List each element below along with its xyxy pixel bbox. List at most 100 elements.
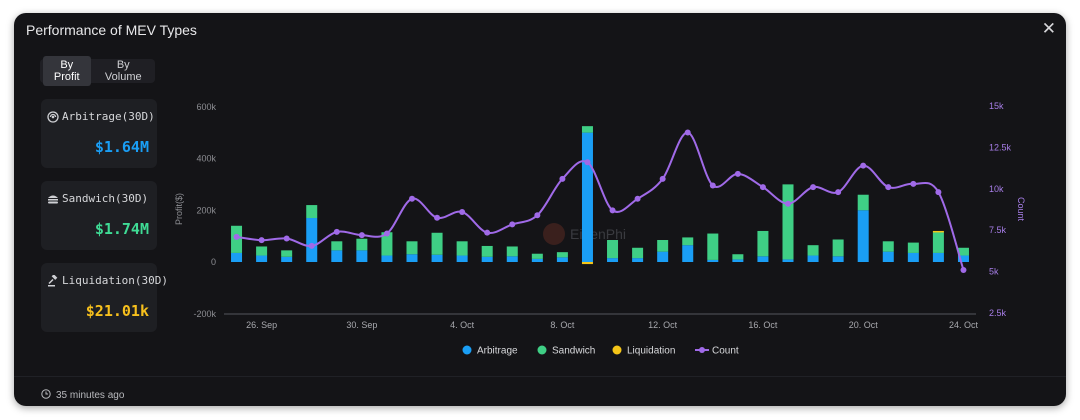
count-point — [258, 237, 265, 244]
legend-sandwich-swatch — [537, 345, 547, 355]
watermark-text: EigenPhi — [570, 226, 626, 242]
bar-sandwich — [882, 241, 894, 252]
bar-arbitrage — [782, 259, 794, 262]
metric-toggle: By Profit By Volume — [40, 56, 155, 86]
legend-label-liquidation: Liquidation — [627, 346, 675, 357]
x-tick-label: 30. Sep — [346, 320, 377, 330]
card-title: Performance of MEV Types — [26, 22, 197, 38]
bar-arbitrage — [281, 256, 293, 262]
y-right-tick-label: 7.5k — [989, 225, 1007, 235]
count-point — [559, 175, 566, 182]
stat-label: Sandwich(30D) — [62, 192, 149, 205]
count-point — [584, 159, 591, 166]
bar-arbitrage — [682, 245, 694, 262]
count-point — [358, 232, 365, 239]
stat-value-liquidation: $21.01k — [85, 302, 149, 320]
bar-sandwich — [782, 184, 794, 260]
mev-performance-card: Performance of MEV Types ✕ By Profit By … — [14, 13, 1066, 406]
last-updated: 35 minutes ago — [56, 390, 125, 401]
bar-sandwich — [281, 250, 293, 257]
legend-liquidation-swatch — [612, 345, 622, 355]
bar-sandwich — [331, 241, 343, 251]
count-point — [935, 189, 942, 196]
bar-sandwich — [256, 246, 268, 256]
x-tick-label: 12. Oct — [648, 320, 678, 330]
count-point — [534, 212, 541, 219]
bar-arbitrage — [832, 256, 844, 262]
x-tick-label: 16. Oct — [748, 320, 778, 330]
legend-count-dot — [699, 347, 705, 353]
bar-sandwich — [556, 252, 568, 258]
tab-by-volume[interactable]: By Volume — [95, 56, 152, 86]
count-point — [885, 184, 892, 191]
count-point — [609, 207, 616, 214]
legend-label-count: Count — [712, 346, 739, 357]
count-point — [484, 229, 491, 236]
count-point — [283, 235, 290, 242]
bar-arbitrage — [531, 258, 543, 262]
legend-label-arbitrage: Arbitrage — [477, 346, 518, 357]
y-right-tick-label: 15k — [989, 101, 1004, 111]
stat-value-arbitrage: $1.64M — [94, 138, 149, 156]
chart-legend: Arbitrage Sandwich Liquidation Count — [462, 345, 739, 357]
mev-chart: EigenPhi -200k 0 200k 400k 600k Profit($) 2.5k 5… — [174, 101, 1026, 357]
count-point — [659, 175, 666, 182]
y-right-tick-label: 2.5k — [989, 308, 1007, 318]
stat-card-arbitrage: Arbitrage(30D) $1.64M — [41, 99, 157, 168]
count-point — [835, 189, 842, 196]
bar-arbitrage — [707, 259, 719, 262]
count-point — [634, 195, 641, 202]
bar-sandwich — [381, 232, 393, 256]
bar-arbitrage — [607, 258, 619, 262]
bar-sandwich — [531, 253, 543, 259]
y-left-axis-title: Profit($) — [174, 193, 184, 225]
count-point — [509, 221, 516, 228]
stat-value-sandwich: $1.74M — [94, 220, 149, 238]
count-point — [810, 184, 817, 191]
bar-arbitrage — [732, 259, 744, 262]
bar-sandwich — [907, 242, 919, 253]
bar-sandwich — [632, 247, 644, 259]
count-point — [233, 233, 240, 240]
count-point — [308, 242, 315, 249]
bar-arbitrage — [932, 252, 944, 262]
count-point — [960, 266, 967, 273]
count-point — [709, 182, 716, 189]
bar-sandwich — [957, 247, 969, 256]
count-point — [383, 230, 390, 237]
stat-card-liquidation: Liquidation(30D) $21.01k — [41, 263, 168, 332]
tab-by-profit[interactable]: By Profit — [43, 56, 91, 86]
close-icon[interactable]: ✕ — [1041, 19, 1056, 38]
y-left-tick-label: -200k — [193, 309, 216, 319]
count-point — [734, 170, 741, 177]
watermark-logo-icon — [543, 223, 565, 245]
count-point — [785, 200, 791, 207]
x-tick-label: 24. Oct — [949, 320, 979, 330]
x-tick-label: 20. Oct — [849, 320, 879, 330]
bar-liquidation — [932, 230, 944, 233]
y-left-tick-label: 0 — [211, 257, 216, 267]
bar-arbitrage — [807, 255, 819, 262]
bar-arbitrage — [356, 250, 368, 262]
bar-arbitrage — [957, 255, 969, 262]
count-point — [910, 180, 917, 187]
bar-sandwich — [456, 241, 468, 256]
bar-arbitrage — [406, 254, 418, 262]
bar-arbitrage — [857, 210, 869, 262]
y-left-tick-label: 600k — [196, 102, 216, 112]
bar-sandwich — [657, 240, 669, 252]
bar-arbitrage — [506, 256, 518, 262]
x-tick-label: 8. Oct — [550, 320, 575, 330]
bar-sandwich — [481, 245, 493, 257]
bar-arbitrage — [231, 252, 243, 262]
bar-sandwich — [356, 238, 368, 251]
bar-sandwich — [932, 232, 944, 253]
y-left-tick-label: 200k — [196, 205, 216, 215]
bar-sandwich — [682, 237, 694, 246]
bar-arbitrage — [757, 256, 769, 262]
bar-arbitrage — [581, 132, 593, 262]
count-point — [860, 162, 867, 169]
y-right-axis-title: Count — [1016, 197, 1026, 222]
bar-arbitrage — [331, 250, 343, 262]
y-right-tick-label: 5k — [989, 267, 999, 277]
